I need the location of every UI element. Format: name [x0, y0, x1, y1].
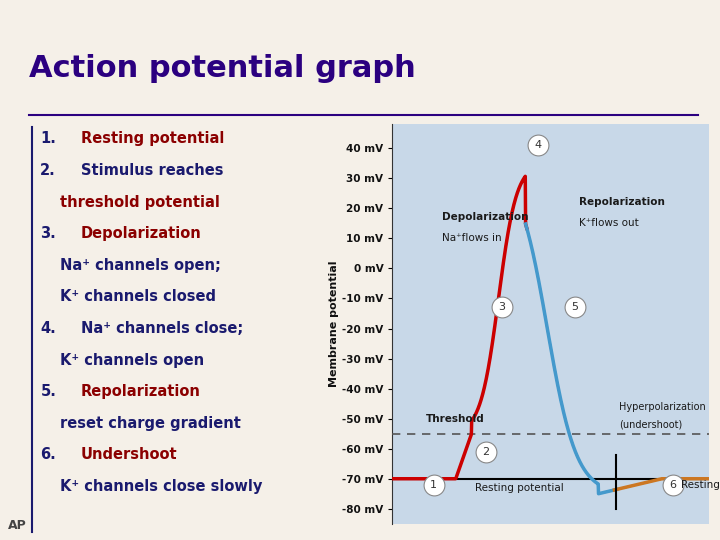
Text: reset charge gradient: reset charge gradient: [60, 416, 241, 431]
Text: 3.: 3.: [40, 226, 56, 241]
Text: Na⁺flows in: Na⁺flows in: [441, 233, 501, 244]
Text: Na⁺ channels open;: Na⁺ channels open;: [60, 258, 221, 273]
Y-axis label: Membrane potential: Membrane potential: [329, 261, 339, 387]
Text: 2.: 2.: [40, 163, 56, 178]
Text: Resting: Resting: [680, 480, 719, 490]
Text: 6.: 6.: [40, 447, 56, 462]
Text: K⁺ channels closed: K⁺ channels closed: [60, 289, 217, 305]
Text: Depolarization: Depolarization: [441, 212, 528, 222]
Text: Action potential graph: Action potential graph: [29, 54, 415, 83]
Text: 5: 5: [571, 302, 578, 313]
Text: Repolarization: Repolarization: [580, 197, 665, 207]
Text: Undershoot: Undershoot: [81, 447, 177, 462]
Text: Stimulus reaches: Stimulus reaches: [81, 163, 223, 178]
Text: Repolarization: Repolarization: [81, 384, 200, 399]
Text: 2: 2: [482, 447, 490, 457]
Text: 4: 4: [534, 140, 541, 150]
Text: 1.: 1.: [40, 131, 56, 146]
Text: 6: 6: [670, 480, 676, 490]
Text: Threshold: Threshold: [426, 414, 485, 424]
Text: K⁺ channels close slowly: K⁺ channels close slowly: [60, 479, 263, 494]
Text: threshold potential: threshold potential: [60, 194, 220, 210]
Text: (undershoot): (undershoot): [619, 420, 682, 430]
Text: Resting potential: Resting potential: [474, 483, 564, 492]
Text: 4.: 4.: [40, 321, 56, 336]
Text: Hyperpolarization: Hyperpolarization: [619, 402, 706, 411]
Text: K⁺flows out: K⁺flows out: [580, 218, 639, 228]
Text: Na⁺ channels close;: Na⁺ channels close;: [81, 321, 243, 336]
Text: AP: AP: [8, 518, 27, 531]
Text: 5.: 5.: [40, 384, 56, 399]
Text: 1: 1: [430, 480, 437, 490]
Text: Depolarization: Depolarization: [81, 226, 202, 241]
Text: Resting potential: Resting potential: [81, 131, 224, 146]
Text: K⁺ channels open: K⁺ channels open: [60, 353, 204, 368]
Text: 3: 3: [498, 302, 505, 313]
